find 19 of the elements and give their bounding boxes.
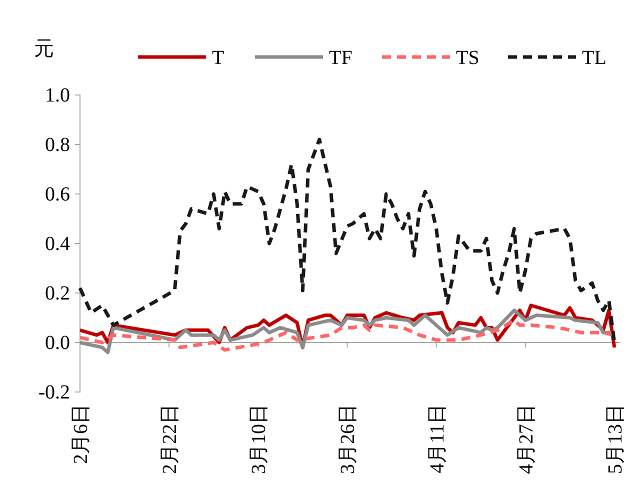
x-tick-label: 3月26日 — [337, 404, 360, 474]
legend-label: T — [212, 47, 224, 69]
legend-label: TS — [456, 47, 480, 69]
x-tick-label: 2月22日 — [159, 404, 182, 474]
y-tick-label: -0.2 — [38, 381, 70, 404]
y-tick-label: 0.0 — [45, 332, 70, 354]
y-tick-label: 0.6 — [45, 183, 70, 206]
y-axis-title: 元 — [34, 38, 54, 60]
y-tick-label: 1.0 — [45, 84, 70, 106]
y-tick-label: 0.4 — [45, 232, 70, 255]
x-tick-label: 3月10日 — [248, 404, 270, 474]
x-tick-label: 2月6日 — [70, 404, 92, 464]
y-tick-label: 0.2 — [45, 282, 70, 304]
x-tick-label: 4月27日 — [515, 404, 538, 474]
y-tick-label: 0.8 — [45, 134, 70, 156]
x-tick-label: 4月11日 — [426, 404, 448, 474]
legend-label: TL — [582, 47, 606, 69]
legend-label: TF — [329, 47, 352, 69]
x-tick-label: 5月13日 — [604, 404, 626, 474]
